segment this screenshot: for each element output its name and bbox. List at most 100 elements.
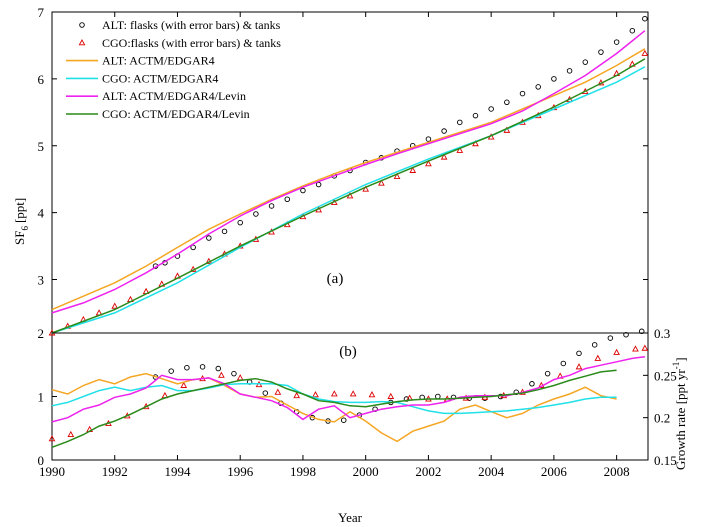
svg-text:Growth rate [ppt yr-1]: Growth rate [ppt yr-1] [671, 357, 688, 470]
x-tick-label: 2006 [541, 464, 568, 479]
panel-b-series-1-point [387, 392, 395, 399]
svg-text:SF6[ppt]: SF6 [ppt] [12, 198, 30, 245]
y-tick-label-a: 5 [38, 139, 45, 154]
panel-a-series-4-line [51, 30, 646, 314]
panel-a-series-0-point [535, 84, 541, 90]
y-axis-title-main: SF [12, 231, 27, 245]
panel-a-series-0-point [642, 15, 648, 22]
x-tick-label: 1992 [102, 464, 128, 479]
panel-b-series-1-point [641, 344, 649, 351]
panel-a-series-0-point [237, 219, 243, 226]
panel-b-series-0-point [199, 364, 206, 370]
panel-b-series-0-point [544, 370, 551, 377]
panel-a-series-0-point [488, 106, 494, 112]
panel-a-series-0-point [582, 59, 589, 65]
panel-b-series-0-point [497, 393, 504, 400]
chart-ticks: 1990 1992 1994 1996 1998 2000 2002 2004 2006 2008… [38, 5, 677, 479]
panel-a-series-0-point [504, 99, 510, 106]
panel-a-series-5-line [51, 58, 646, 334]
panel-a-label: (a) [327, 271, 344, 287]
panel-b-series-0-point [168, 368, 174, 374]
panel-b-series-0-point [638, 328, 645, 335]
legend-label-5: CGO: ACTM/EDGAR4/Levin [102, 107, 250, 121]
panel-a-series-0-point [629, 27, 636, 34]
x-tick-label: 1996 [227, 464, 254, 479]
x-tick-label: 1990 [39, 464, 65, 479]
panel-b-series-0-point [623, 331, 629, 338]
panel-b-series-1-point [274, 388, 282, 395]
panel-a-series-0-point [457, 119, 463, 126]
panel-a-series-0-point [519, 90, 526, 97]
panel-b-series-5-line [51, 369, 617, 449]
y-axis-title-right: Growth rate [ppt yr-1] [671, 357, 688, 470]
panel-b-series-1-point [67, 430, 75, 438]
x-tick-label: 1998 [290, 464, 316, 479]
panel-a-series-0-point [425, 136, 432, 142]
panel-b-series-1-point [575, 363, 583, 370]
panel-a-series-0-point [190, 244, 196, 251]
panel-b-series-0-point [340, 417, 347, 423]
y-tick-label-b-right: 0.25 [654, 368, 677, 383]
legend-label-0: ALT: flasks (with error bars) & tanks [102, 18, 281, 32]
panel-b-series-0-point [403, 396, 410, 402]
panel-b-series-1-point [368, 391, 376, 398]
legend-label-2: ALT: ACTM/EDGAR4 [102, 54, 215, 68]
panel-b-series-1-point [218, 371, 225, 378]
y-axis-title-a: SF6 [ppt] [12, 198, 30, 245]
x-tick-label: 1994 [164, 464, 191, 479]
y-right-title-end: ] [673, 357, 688, 361]
legend-marker-1 [78, 39, 86, 46]
x-tick-label: 2002 [415, 464, 441, 479]
panel-b-series-1-point [613, 348, 620, 355]
legend-marker-0 [79, 22, 85, 28]
y-right-title-sup: -1 [671, 362, 681, 370]
panel-a-series-0-point [221, 228, 228, 235]
y-tick-label-a: 6 [38, 72, 45, 87]
panel-b-series-2-line [51, 372, 617, 443]
panel-a-series-0-point [598, 49, 604, 55]
y-tick-label-a: 4 [38, 206, 45, 221]
panel-b-series-1-point [594, 354, 602, 361]
y-tick-label-b-left: 1 [38, 390, 45, 405]
panel-a-series-0-point [315, 181, 322, 188]
panel-a-series-0-point [472, 112, 479, 119]
y-tick-label-b-right: 0.2 [654, 411, 670, 426]
x-tick-label: 2008 [604, 464, 630, 479]
panel-b-series-0-point [560, 360, 567, 367]
panel-a-series-1-point [440, 153, 448, 160]
panel-a-series-0-point [300, 187, 306, 194]
y-axis-title-unit: [ppt] [12, 198, 27, 223]
panel-b-series-0-point [576, 350, 582, 357]
y-tick-label-b-right: 0.15 [654, 453, 677, 468]
panel-a-series-1-point [378, 179, 385, 186]
panel-a-series-1-point [425, 160, 432, 167]
panel-a-series-0-point [268, 203, 275, 209]
panel-b-series-1-point [330, 390, 338, 397]
panel-b-series-1-point [48, 435, 56, 442]
panel-b-series-1-point [293, 391, 301, 399]
x-tick-label: 2004 [478, 464, 505, 479]
panel-b-series-1-point [349, 390, 357, 397]
panel-b-series-0-point [591, 342, 598, 348]
chart-marks [48, 15, 649, 449]
legend-label-1: CGO:flasks (with error bars) & tanks [102, 36, 281, 50]
legend-label-4: ALT: ACTM/EDGAR4/Levin [102, 89, 246, 103]
panel-a-series-2-line [51, 48, 646, 311]
panel-b-series-0-point [607, 335, 614, 341]
panel-a-series-1-point [456, 146, 464, 153]
panel-b-series-0-point [435, 393, 441, 400]
x-axis-title: Year [338, 510, 363, 525]
panel-a-series-1-point [393, 172, 401, 179]
y-tick-label-b-left: 2 [38, 326, 45, 341]
panel-a-series-1-point [641, 49, 649, 56]
y-tick-label-a: 7 [38, 5, 45, 20]
panel-b-series-0-point [262, 390, 269, 396]
panel-b-label: (b) [339, 344, 357, 360]
panel-b-series-1-point [236, 374, 244, 381]
panel-b-series-1-point [180, 381, 188, 388]
panel-a-series-0-point [551, 76, 557, 82]
panel-a-series-1-point [111, 302, 119, 309]
x-tick-label: 2000 [353, 464, 379, 479]
panel-b-series-0-point [529, 381, 535, 387]
